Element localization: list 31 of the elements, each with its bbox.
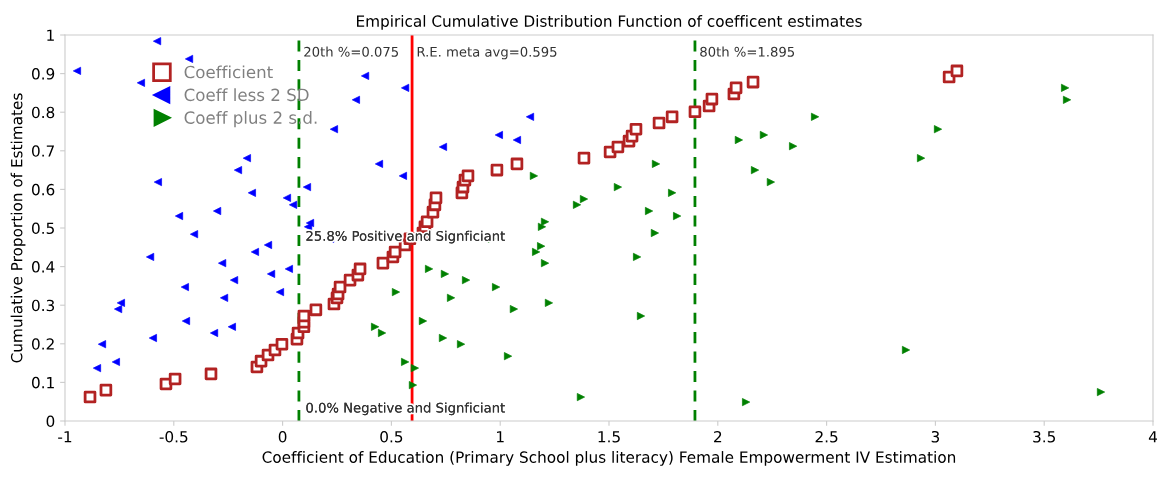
y-tick-label: 0.8 [31,106,55,119]
x-tick-label: 4 [1148,431,1157,443]
y-axis-title: Cumulative Proportion of Estimates [10,93,26,363]
x-tick-label: 1 [497,431,504,443]
chart-title: Empirical Cumulative Distribution Function of coefficent estimates [357,15,862,30]
legend-label: Coeff plus 2 s.d. [184,111,317,128]
y-tick-label: 0.4 [31,261,55,273]
x-axis-title: Coefficient of Education (Primary School plus literacy) Female Empowerment IV Estimation [262,451,956,466]
y-tick-label: 0.5 [31,222,54,235]
x-tick-label: -0.5 [159,430,188,443]
y-tick-label: 0 [46,415,55,428]
x-tick-label: 0.5 [380,430,403,443]
x-tick-label: 2.5 [815,430,838,443]
y-tick-label: 0.6 [31,183,55,196]
y-tick-label: 1 [47,29,54,41]
x-tick-label: -1 [58,431,72,443]
x-tick-label: 2 [714,430,722,443]
y-tick-label: 0.9 [31,68,55,80]
ref-line-label: 80th %=1.895 [700,46,795,57]
x-tick-label: 1.5 [598,431,620,443]
x-tick-label: 3.5 [1033,430,1056,443]
y-tick-label: 0.3 [31,299,55,312]
y-tick-label: 0.2 [31,338,54,350]
ref-line-label: R.E. meta avg=0.595 [417,46,557,60]
legend-label: Coefficient [184,65,273,79]
legend-label: Coeff less 2 SD [184,88,309,102]
x-tick-label: 0 [278,430,287,443]
ref-line-label: 20th %=0.075 [304,46,399,57]
y-tick-label: 0.7 [31,145,54,157]
x-tick-label: 3 [931,430,940,443]
y-tick-label: 0.1 [31,376,54,389]
